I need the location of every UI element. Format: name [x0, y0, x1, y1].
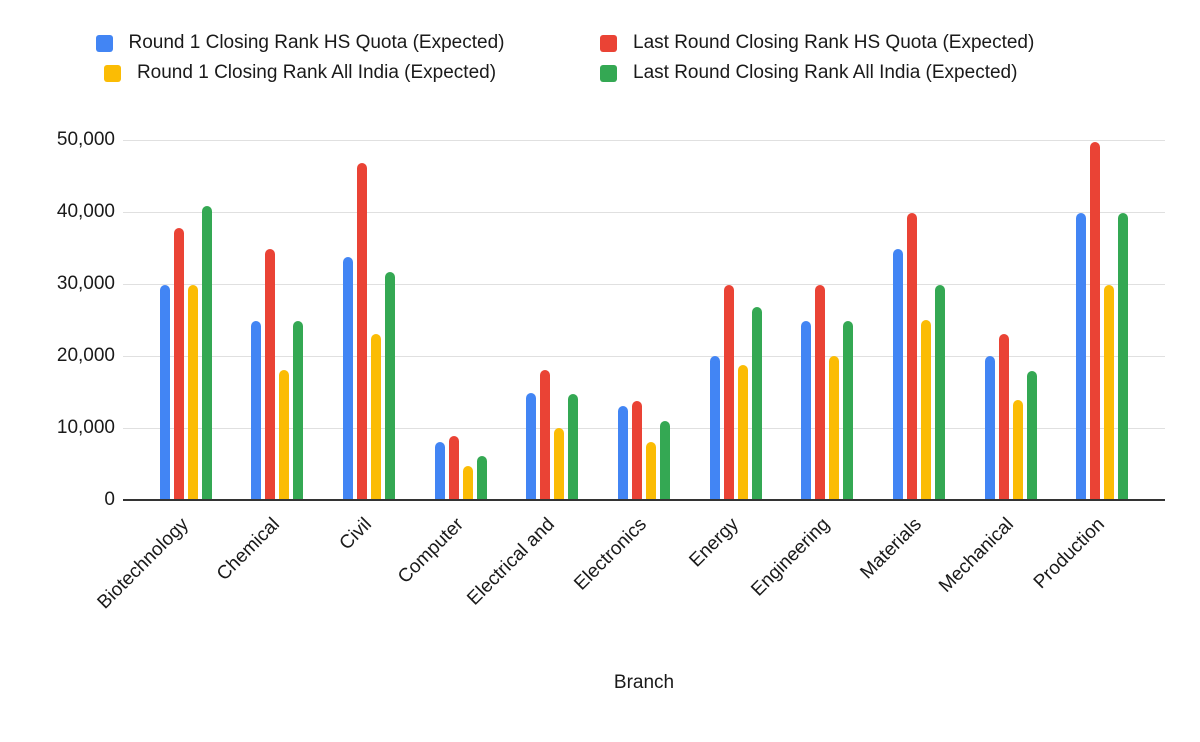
bar: [723, 285, 734, 500]
bar-group: [598, 140, 690, 500]
bar-group: [873, 140, 965, 500]
y-axis-label: 30,000: [56, 273, 115, 294]
bar: [293, 320, 304, 500]
x-axis-label: Chemical: [213, 514, 285, 585]
bar: [843, 320, 854, 500]
bar: [385, 271, 396, 500]
legend-label: Round 1 Closing Rank All India (Expected…: [136, 62, 497, 83]
bar-group: [507, 140, 599, 500]
legend-swatch-green-icon: [600, 64, 617, 82]
bar: [998, 334, 1009, 500]
x-axis-label: Biotechnology: [93, 514, 193, 614]
x-axis-label: Materials: [856, 514, 926, 584]
bar: [279, 370, 290, 500]
bar-group: [415, 140, 507, 500]
bar: [618, 406, 629, 500]
bar: [984, 356, 995, 500]
legend-cell: Last Round Closing Rank HS Quota (Expect…: [600, 32, 1200, 54]
legend-swatch-yellow-icon: [103, 64, 121, 82]
bar: [1104, 284, 1115, 500]
bar: [462, 466, 473, 500]
bar: [1076, 213, 1087, 500]
bar: [920, 320, 931, 500]
bar: [434, 442, 445, 500]
legend-label: Last Round Closing Rank HS Quota (Expect…: [633, 32, 1035, 53]
legend-swatch-red-icon: [600, 34, 617, 52]
bar: [357, 163, 368, 500]
bar: [554, 428, 565, 500]
x-axis-label: Production: [1029, 514, 1110, 594]
bar: [371, 334, 382, 500]
legend-cell: Last Round Closing Rank All India (Expec…: [600, 62, 1200, 84]
bar: [934, 285, 945, 500]
legend-item-round1-hs[interactable]: Round 1 Closing Rank HS Quota (Expected): [95, 32, 505, 54]
bar: [540, 370, 551, 500]
bars-area: [140, 140, 1148, 500]
x-axis-title: Branch: [613, 672, 675, 693]
bar: [201, 206, 212, 500]
bar-group: [323, 140, 415, 500]
bar: [159, 285, 170, 500]
bar-group: [965, 140, 1057, 500]
x-axis-label: Electrical and: [463, 514, 560, 610]
bar: [1118, 213, 1129, 500]
legend-swatch-blue-icon: [95, 34, 113, 52]
x-axis-label: Electronics: [570, 514, 651, 595]
legend-item-lastround-hs[interactable]: Last Round Closing Rank HS Quota (Expect…: [600, 32, 1034, 54]
legend-cell: Round 1 Closing Rank HS Quota (Expected): [0, 32, 600, 54]
y-axis-label: 20,000: [56, 345, 115, 366]
bar-group: [140, 140, 232, 500]
y-axis-label: 0: [104, 489, 115, 510]
bar: [448, 435, 459, 500]
bar: [187, 285, 198, 500]
bar: [709, 356, 720, 500]
legend-cell: Round 1 Closing Rank All India (Expected…: [0, 62, 600, 84]
bar: [829, 356, 840, 500]
bar: [251, 320, 262, 500]
bar: [632, 400, 643, 500]
bar-group: [690, 140, 782, 500]
x-axis-label: Mechanical: [934, 514, 1018, 597]
bar: [646, 442, 657, 500]
bar-group: [1056, 140, 1148, 500]
legend: Round 1 Closing Rank HS Quota (Expected)…: [0, 32, 1200, 84]
bar: [568, 394, 579, 500]
bar-group: [232, 140, 324, 500]
gridline: [123, 139, 1165, 141]
bar: [815, 285, 826, 500]
legend-label: Round 1 Closing Rank HS Quota (Expected): [128, 32, 505, 53]
gridline: [123, 211, 1165, 213]
x-axis-label: Engineering: [747, 514, 835, 601]
bar: [526, 392, 537, 500]
legend-item-round1-allindia[interactable]: Round 1 Closing Rank All India (Expected…: [103, 62, 497, 84]
x-axis-label: Civil: [335, 514, 376, 555]
bar: [265, 249, 276, 500]
bar: [343, 257, 354, 500]
bar: [1012, 399, 1023, 500]
y-axis-label: 40,000: [56, 201, 115, 222]
bar: [476, 456, 487, 500]
bar-group: [781, 140, 873, 500]
bar: [892, 249, 903, 500]
x-axis-label: Energy: [685, 514, 743, 572]
bar: [737, 365, 748, 500]
bar: [660, 420, 671, 500]
bar: [173, 227, 184, 500]
bar: [751, 307, 762, 500]
y-axis-label: 50,000: [56, 129, 115, 150]
legend-item-lastround-allindia[interactable]: Last Round Closing Rank All India (Expec…: [600, 62, 1017, 84]
gridline: [123, 283, 1165, 285]
x-axis-line: [123, 499, 1165, 501]
gridline: [123, 355, 1165, 357]
bar: [906, 213, 917, 500]
legend-label: Last Round Closing Rank All India (Expec…: [633, 62, 1018, 83]
x-axis-label: Computer: [393, 514, 468, 588]
y-axis-label: 10,000: [56, 417, 115, 438]
bar: [1026, 371, 1037, 500]
bar: [801, 320, 812, 500]
gridline: [123, 427, 1165, 429]
bar: [1090, 142, 1101, 500]
